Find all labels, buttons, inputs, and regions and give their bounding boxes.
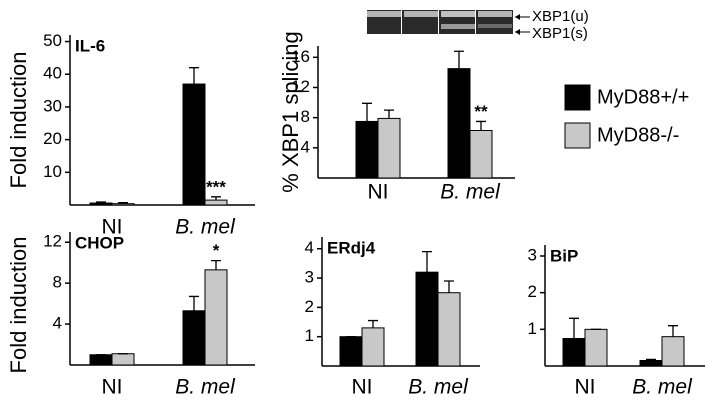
x-tick-label: B. mel bbox=[175, 376, 236, 399]
y-tick-label: 50 bbox=[43, 31, 62, 50]
bar bbox=[377, 117, 401, 179]
y-axis-label: % XBP1 splicing bbox=[278, 31, 303, 192]
y-tick-label: 40 bbox=[43, 64, 62, 83]
y-tick-label: 12 bbox=[43, 232, 62, 251]
bar bbox=[469, 129, 493, 179]
y-tick-label: 4 bbox=[53, 314, 62, 333]
x-tick-label: B. mel bbox=[175, 216, 236, 239]
significance: * bbox=[213, 241, 220, 260]
x-tick-label: NI bbox=[102, 376, 123, 399]
legend-swatch bbox=[564, 84, 591, 111]
x-tick-label: B. mel bbox=[440, 181, 501, 204]
panel-title: BiP bbox=[550, 246, 578, 265]
y-tick-label: 2 bbox=[305, 297, 314, 316]
error-bar bbox=[476, 120, 486, 131]
significance: *** bbox=[206, 177, 226, 196]
bar bbox=[204, 199, 228, 206]
x-tick-label: B. mel bbox=[632, 376, 693, 399]
error-bar bbox=[362, 102, 372, 122]
x-tick-label: NI bbox=[575, 376, 596, 399]
error-bar bbox=[384, 109, 394, 119]
y-tick-label: 30 bbox=[43, 96, 62, 115]
bar bbox=[661, 336, 685, 367]
error-bar bbox=[211, 259, 221, 270]
error-bar bbox=[646, 358, 656, 361]
y-tick-label: 2 bbox=[528, 282, 537, 301]
error-bar bbox=[422, 251, 432, 273]
y-tick-label: 1 bbox=[528, 319, 537, 338]
y-tick-label: 4 bbox=[301, 137, 310, 156]
gel-image bbox=[367, 10, 530, 35]
error-bar bbox=[569, 317, 579, 339]
error-bar bbox=[189, 295, 199, 311]
bar bbox=[89, 202, 113, 206]
y-axis-label: Fold induction bbox=[6, 52, 31, 189]
gel-label: XBP1(u) bbox=[532, 8, 589, 25]
panel-title: CHOP bbox=[75, 233, 124, 252]
error-bar bbox=[668, 325, 678, 337]
y-tick-label: 4 bbox=[305, 238, 314, 257]
error-bar bbox=[211, 196, 221, 201]
bar bbox=[355, 120, 379, 179]
bar bbox=[111, 203, 135, 206]
bar bbox=[584, 328, 608, 367]
x-tick-label: NI bbox=[102, 216, 123, 239]
bar bbox=[182, 83, 206, 206]
bar bbox=[111, 353, 135, 366]
y-tick-label: 20 bbox=[43, 129, 62, 148]
gel-label: XBP1(s) bbox=[532, 25, 588, 42]
bar bbox=[447, 68, 471, 179]
y-axis-label: Fold induction bbox=[6, 237, 31, 374]
bar bbox=[639, 360, 663, 367]
error-bar bbox=[454, 50, 464, 69]
x-tick-label: NI bbox=[352, 376, 373, 399]
bar bbox=[415, 271, 439, 367]
bar bbox=[339, 336, 363, 367]
bar bbox=[562, 338, 586, 367]
legend-label: MyD88+/+ bbox=[597, 86, 689, 108]
significance: ** bbox=[474, 102, 488, 121]
y-tick-label: 8 bbox=[301, 107, 310, 126]
y-tick-label: 1 bbox=[305, 326, 314, 345]
x-tick-label: B. mel bbox=[408, 376, 469, 399]
panel-title: IL-6 bbox=[75, 36, 105, 55]
bar bbox=[437, 292, 461, 367]
bar bbox=[182, 310, 206, 366]
y-tick-label: 12 bbox=[291, 77, 310, 96]
x-tick-label: NI bbox=[368, 181, 389, 204]
bar bbox=[89, 354, 113, 366]
error-bar bbox=[96, 201, 106, 204]
y-tick-label: 16 bbox=[291, 47, 310, 66]
panel-title: ERdj4 bbox=[327, 238, 376, 257]
y-tick-label: 3 bbox=[305, 268, 314, 287]
y-tick-label: 8 bbox=[53, 273, 62, 292]
y-tick-label: 3 bbox=[528, 245, 537, 264]
error-bar bbox=[368, 319, 378, 328]
legend-swatch bbox=[564, 122, 591, 149]
legend-label: MyD88-/- bbox=[597, 124, 679, 146]
y-tick-label: 10 bbox=[43, 162, 62, 181]
error-bar bbox=[189, 67, 199, 85]
bar bbox=[361, 327, 385, 367]
error-bar bbox=[444, 280, 454, 293]
bar bbox=[204, 269, 228, 366]
error-bar bbox=[118, 202, 128, 204]
